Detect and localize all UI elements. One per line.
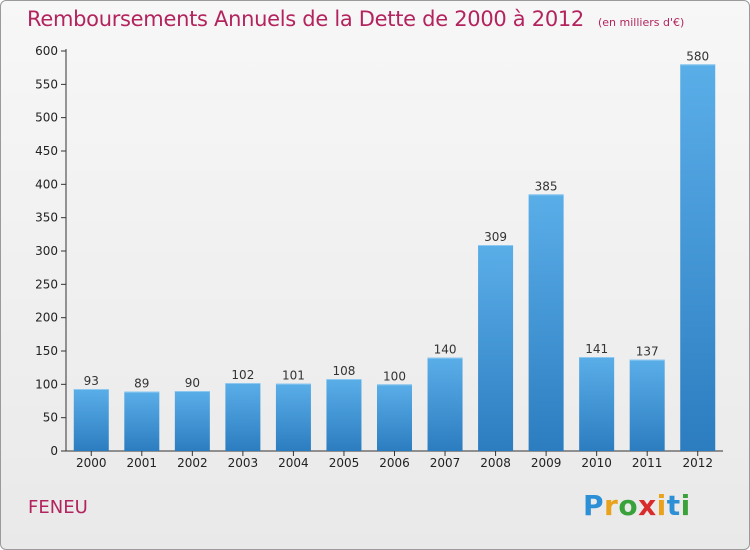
y-tick-label: 50 [43, 411, 58, 425]
chart-title: Remboursements Annuels de la Dette de 20… [27, 7, 684, 31]
y-axis: 0 50 100 150 200 250 300 350 400 450 500 550 600 [35, 44, 67, 458]
bar-value-label: 385 [535, 179, 558, 193]
y-tick-label: 300 [35, 244, 58, 258]
x-tick-label: 2006 [379, 456, 410, 470]
bar-value-label: 101 [282, 369, 305, 383]
bar [124, 391, 160, 451]
proxiti-logo: Proxiti [583, 489, 691, 522]
chart-title-text: Remboursements Annuels de la Dette de 20… [27, 7, 584, 31]
logo-letter: o [618, 489, 639, 522]
bar-value-label: 93 [84, 374, 99, 388]
bar-value-label: 108 [333, 364, 356, 378]
y-tick-label: 250 [35, 277, 58, 291]
logo-letter: P [583, 489, 605, 522]
bar [629, 359, 665, 451]
x-tick-label: 2003 [228, 456, 259, 470]
x-tick-label: 2008 [480, 456, 511, 470]
x-tick-label: 2010 [581, 456, 612, 470]
y-tick-label: 450 [35, 144, 58, 158]
y-tick-label: 500 [35, 111, 58, 125]
logo-letter: x [638, 489, 657, 522]
logo-letter: t [666, 489, 681, 522]
x-tick-label: 2004 [278, 456, 309, 470]
bar-value-label: 580 [686, 49, 709, 63]
bar [174, 391, 210, 451]
bar [680, 64, 716, 452]
y-tick-label: 350 [35, 211, 58, 225]
y-tick-label: 550 [35, 77, 58, 91]
bar-series: 93 89 90 102 101 108 100 140 309 385 141 137 580 [73, 49, 716, 452]
bar-value-label: 100 [383, 369, 406, 383]
bar [275, 383, 311, 451]
bar [377, 384, 412, 451]
bar-value-label: 89 [134, 377, 149, 391]
bar [73, 389, 109, 451]
y-tick-label: 100 [35, 377, 58, 391]
x-axis: 2000 2001 2002 2003 2004 2005 2006 2007 2008 2009… [66, 450, 723, 470]
x-tick-label: 2012 [682, 456, 713, 470]
x-tick-label: 2005 [329, 456, 360, 470]
x-tick-label: 2001 [127, 456, 158, 470]
bar-value-label: 137 [636, 345, 659, 359]
logo-letter: i [656, 489, 667, 522]
logo-letter: r [604, 489, 619, 522]
y-tick-label: 0 [50, 444, 58, 458]
bar [326, 379, 362, 451]
bar [427, 357, 463, 451]
bar-value-label: 309 [484, 230, 507, 244]
x-tick-label: 2000 [76, 456, 107, 470]
bar [528, 194, 564, 452]
bar-value-label: 102 [231, 368, 254, 382]
x-tick-label: 2002 [177, 456, 208, 470]
bar-value-label: 141 [585, 342, 608, 356]
bar-value-label: 90 [185, 376, 200, 390]
commune-name: FENEU [28, 497, 88, 518]
y-tick-label: 200 [35, 311, 58, 325]
y-tick-label: 600 [35, 44, 58, 58]
bar [579, 357, 615, 451]
x-tick-label: 2009 [531, 456, 562, 470]
y-tick-label: 150 [35, 344, 58, 358]
y-tick-label: 400 [35, 177, 58, 191]
chart-unit-label: (en milliers d'€) [598, 16, 685, 29]
bar-value-label: 140 [434, 343, 457, 357]
x-tick-label: 2011 [632, 456, 663, 470]
x-tick-label: 2007 [430, 456, 461, 470]
logo-letter: i [680, 489, 691, 522]
bar [225, 383, 261, 451]
bar [478, 245, 514, 451]
